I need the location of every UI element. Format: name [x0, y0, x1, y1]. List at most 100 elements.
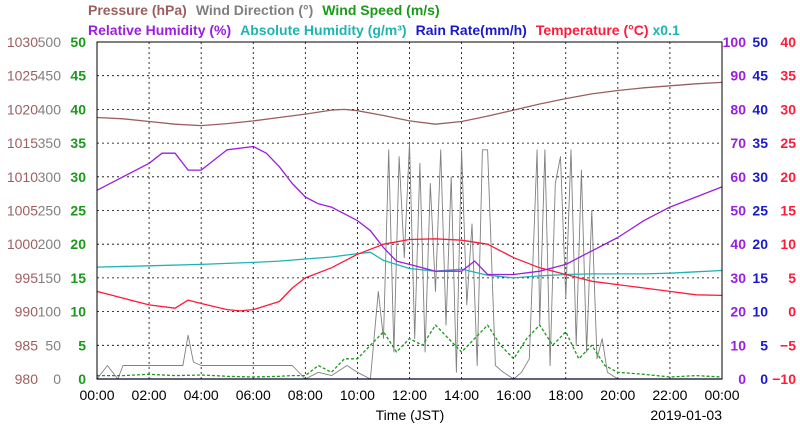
y-tick-label-temperature: 30	[780, 101, 796, 117]
y-tick-label-relative-humidity: 40	[730, 236, 746, 252]
y-tick-label-relative-humidity: 70	[730, 135, 746, 151]
y-tick-label-wind-speed: 10	[70, 304, 86, 320]
left-axes: 9809859909951000100510101015102010251030…	[7, 34, 86, 387]
x-tick-label: 14:00	[444, 387, 479, 403]
y-tick-label-relative-humidity: 0	[738, 371, 746, 387]
y-tick-label-rain-rate: 45	[752, 68, 768, 84]
y-tick-label-wind-speed: 25	[70, 203, 86, 219]
legend-entry: Wind Speed (m/s)	[322, 2, 439, 18]
grid-lines	[97, 42, 722, 379]
series-line-wind-speed-m-s	[97, 324, 723, 378]
y-tick-label-pressure: 995	[15, 270, 39, 286]
x-tick-label: 22:00	[652, 387, 687, 403]
y-tick-label-temperature: 0	[788, 304, 796, 320]
y-tick-label-wind-direction: 0	[53, 371, 61, 387]
chart-header: Pressure (hPa) Wind Direction (°) Wind Spe…	[88, 2, 680, 38]
y-tick-label-wind-speed: 5	[78, 337, 86, 353]
y-tick-label-temperature: −5	[780, 337, 796, 353]
y-tick-label-wind-speed: 50	[70, 34, 86, 50]
x-tick-label: 00:00	[79, 387, 114, 403]
y-tick-label-wind-direction: 100	[38, 304, 62, 320]
x-tick-label: 20:00	[600, 387, 635, 403]
x-tick-label: 18:00	[548, 387, 583, 403]
y-tick-label-relative-humidity: 100	[723, 34, 747, 50]
x-axis-label: Time (JST)	[376, 407, 445, 423]
x-tick-label: 04:00	[184, 387, 219, 403]
y-tick-label-rain-rate: 50	[752, 34, 768, 50]
y-tick-label-pressure: 985	[15, 337, 39, 353]
y-tick-label-temperature: 20	[780, 169, 796, 185]
y-tick-label-temperature: 15	[780, 203, 796, 219]
y-tick-label-pressure: 1030	[7, 34, 38, 50]
series-line-wind-direction	[96, 142, 722, 380]
y-tick-label-wind-direction: 150	[38, 270, 62, 286]
y-tick-label-wind-speed: 40	[70, 101, 86, 117]
y-tick-label-rain-rate: 40	[752, 101, 768, 117]
y-tick-label-relative-humidity: 30	[730, 270, 746, 286]
series-line-absolute-humidity-g-m	[96, 251, 723, 279]
legend-entry: x0.1	[653, 22, 680, 38]
legend-entry: Temperature (°C)	[536, 22, 649, 38]
y-tick-label-wind-speed: 35	[70, 135, 86, 151]
y-tick-label-wind-direction: 200	[38, 236, 62, 252]
y-tick-label-relative-humidity: 90	[730, 68, 746, 84]
y-tick-label-wind-direction: 250	[38, 203, 62, 219]
series-line-relative-humidity	[96, 145, 723, 276]
y-tick-label-wind-speed: 20	[70, 236, 86, 252]
y-tick-label-wind-speed: 45	[70, 68, 86, 84]
y-tick-label-pressure: 990	[15, 304, 39, 320]
y-tick-label-rain-rate: 35	[752, 135, 768, 151]
series-layer	[96, 81, 723, 380]
y-tick-label-wind-direction: 50	[45, 337, 61, 353]
y-tick-label-temperature: 5	[788, 270, 796, 286]
x-tick-label: 16:00	[496, 387, 531, 403]
y-tick-label-temperature: 25	[780, 135, 796, 151]
y-tick-label-pressure: 1015	[7, 135, 38, 151]
legend-row: Relative Humidity (%) Absolute Humidity (…	[88, 22, 680, 38]
y-tick-label-temperature: 10	[780, 236, 796, 252]
x-axis: 00:00 02:00 04:00 06:00 08:00 10:00 12:00 14:00…	[79, 387, 739, 403]
x-tick-label: 02:00	[132, 387, 167, 403]
y-tick-label-relative-humidity: 60	[730, 169, 746, 185]
y-tick-label-relative-humidity: 50	[730, 203, 746, 219]
right-axes: 0102030405060708090100051015202530354045…	[723, 34, 797, 387]
y-tick-label-wind-direction: 500	[38, 34, 62, 50]
y-tick-label-pressure: 1000	[7, 236, 38, 252]
y-tick-label-wind-direction: 350	[38, 135, 62, 151]
x-tick-label: 12:00	[392, 387, 427, 403]
y-tick-label-rain-rate: 20	[752, 236, 768, 252]
legend-entry: Absolute Humidity (g/m³)	[240, 22, 406, 38]
y-tick-label-rain-rate: 5	[760, 337, 768, 353]
x-tick-label: 06:00	[236, 387, 271, 403]
series-line-temperature-c	[96, 238, 723, 312]
y-tick-label-temperature: 35	[780, 68, 796, 84]
y-tick-label-rain-rate: 10	[752, 304, 768, 320]
y-tick-label-temperature: 40	[780, 34, 796, 50]
x-tick-label: 10:00	[340, 387, 375, 403]
date-label: 2019-01-03	[650, 407, 722, 423]
series-line-pressure-hpa	[96, 81, 723, 127]
y-tick-label-rain-rate: 15	[752, 270, 768, 286]
y-tick-label-wind-direction: 450	[38, 68, 62, 84]
y-tick-label-pressure: 980	[15, 371, 39, 387]
y-tick-label-wind-speed: 15	[70, 270, 86, 286]
y-tick-label-pressure: 1020	[7, 101, 38, 117]
y-tick-label-wind-speed: 30	[70, 169, 86, 185]
legend-row: Pressure (hPa) Wind Direction (°) Wind Spe…	[88, 2, 440, 18]
y-tick-label-rain-rate: 30	[752, 169, 768, 185]
y-tick-label-wind-speed: 0	[78, 371, 86, 387]
y-tick-label-wind-direction: 400	[38, 101, 62, 117]
y-tick-label-pressure: 1005	[7, 203, 38, 219]
y-tick-label-relative-humidity: 80	[730, 101, 746, 117]
x-tick-label: 00:00	[704, 387, 739, 403]
legend-entry: Wind Direction (°)	[196, 2, 313, 18]
y-tick-label-pressure: 1025	[7, 68, 38, 84]
plot-area-border	[96, 41, 723, 380]
y-tick-label-wind-direction: 300	[38, 169, 62, 185]
y-tick-label-pressure: 1010	[7, 169, 38, 185]
x-tick-label: 08:00	[288, 387, 323, 403]
legend-entry: Rain Rate(mm/h)	[416, 22, 527, 38]
legend-entry: Relative Humidity (%)	[88, 22, 231, 38]
y-tick-label-rain-rate: 0	[760, 371, 768, 387]
y-tick-label-temperature: −10	[772, 371, 796, 387]
